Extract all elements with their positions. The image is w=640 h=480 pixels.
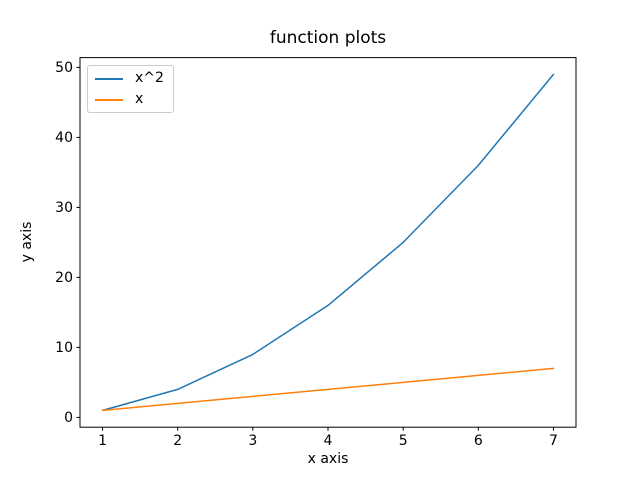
y-tick-label: 0 <box>64 410 73 426</box>
y-tick-label: 10 <box>55 340 73 356</box>
x-tick-label: 4 <box>324 433 333 449</box>
chart-title: function plots <box>269 28 387 48</box>
legend-label: x <box>135 91 144 107</box>
legend-line-swatch <box>95 98 123 101</box>
legend-item: x <box>95 91 164 108</box>
legend-label: x^2 <box>135 70 164 86</box>
y-axis-label: y axis <box>19 221 35 263</box>
y-tick-label: 20 <box>55 270 73 286</box>
x-axis-label: x axis <box>307 451 349 467</box>
legend-item: x^2 <box>95 70 164 87</box>
x-tick-label: 7 <box>549 433 558 449</box>
y-tick-label: 30 <box>55 200 73 216</box>
axes-frame <box>79 57 577 428</box>
x-tick-label: 5 <box>399 433 408 449</box>
series-line-x <box>101 367 555 412</box>
y-tick-label: 40 <box>55 130 73 146</box>
y-tick-label: 50 <box>55 60 73 76</box>
legend-line-swatch <box>95 77 123 80</box>
x-tick-label: 1 <box>98 433 107 449</box>
series-line-x2 <box>101 73 555 412</box>
x-tick-label: 6 <box>474 433 483 449</box>
x-tick-label: 2 <box>173 433 182 449</box>
x-tick-label: 3 <box>248 433 257 449</box>
legend: x^2 x <box>87 65 174 113</box>
